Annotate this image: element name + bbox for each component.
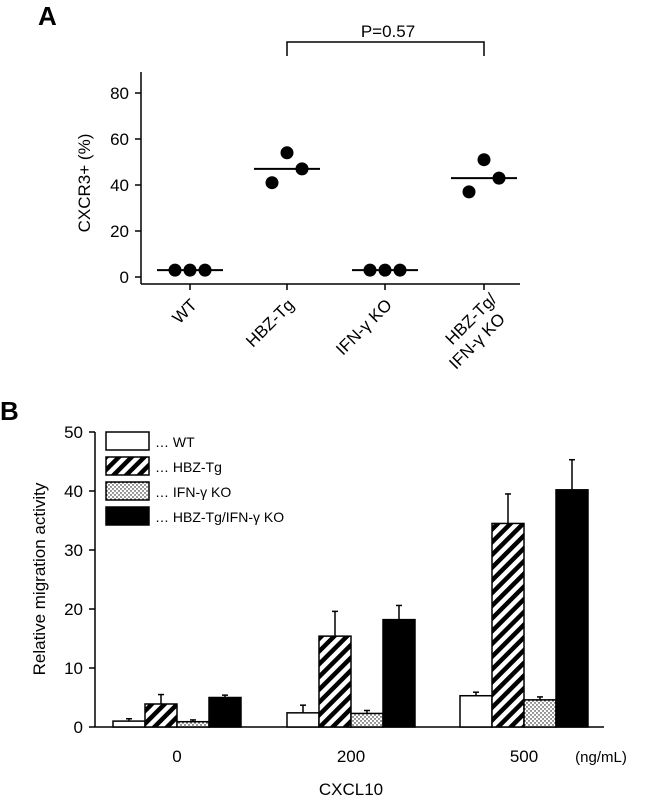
panel-b-x-axis-label: CXCL10: [319, 780, 383, 799]
panel-b-legend-swatch: [105, 506, 150, 526]
panel-b-y-tick-label: 0: [74, 718, 83, 737]
panel-b-unit-label: (ng/mL): [575, 749, 627, 766]
panel-b-y-tick-label: 10: [64, 659, 83, 678]
panel-a-x-tick-label-line: IFN-γ KO: [332, 295, 396, 359]
panel-a-x-tick-label: WT: [169, 295, 201, 327]
panel-b-bar: [286, 712, 320, 728]
panel-b-bar: [491, 522, 525, 728]
panel-b-y-axis-label: Relative migration activity: [30, 482, 49, 675]
panel-b-legend-swatch: [105, 481, 150, 501]
panel-b-legend-label: … HBZ-Tg: [155, 459, 222, 475]
panel-a-y-axis-label: CXCR3+ (%): [75, 134, 94, 233]
panel-a-y-tick-label: 60: [110, 130, 129, 149]
panel-a-data-point: [280, 146, 294, 160]
panel-a-p-value: P=0.57: [361, 22, 415, 41]
panel-a-y-tick-label: 0: [120, 268, 129, 287]
panel-b-bar: [350, 712, 384, 728]
panel-b-legend-label: … WT: [155, 434, 195, 450]
panel-b-bar: [176, 720, 210, 728]
panel-b-x-tick-label: 0: [172, 747, 181, 766]
panel-b-legend-swatch: [105, 431, 150, 451]
panel-b-bar: [144, 703, 178, 728]
panel-b-legend-label: … IFN-γ KO: [155, 484, 231, 500]
panel-b-bar: [318, 635, 352, 728]
panel-b-legend-label: … HBZ-Tg/IFN-γ KO: [155, 509, 284, 525]
panel-b-bar: [555, 489, 589, 728]
panel-b-bar: [208, 696, 242, 728]
panel-a-x-tick-label-line: HBZ-Tg: [242, 295, 298, 351]
panel-b-x-tick-label: 500: [510, 747, 538, 766]
panel-a-x-tick-label: IFN-γ KO: [332, 295, 396, 359]
panel-b-bar: [523, 699, 557, 728]
panel-a-y-tick-label: 80: [110, 84, 129, 103]
panel-a-label: A: [38, 1, 57, 31]
panel-a-x-tick-label: HBZ-Tg/IFN-γ KO: [431, 290, 515, 374]
panel-b-label: B: [0, 396, 19, 426]
panel-a-plot: 0 20 40 60 80 WT HBZ-Tg IFN-γ KO HBZ-Tg/IFN-γ KO: [110, 41, 520, 374]
panel-b-x-tick-label: 200: [337, 747, 365, 766]
panel-b-bar: [459, 694, 493, 728]
panel-a-data-point: [462, 185, 476, 199]
panel-a-significance-bracket: [286, 41, 485, 56]
panel-b-legend-swatch: [105, 456, 150, 476]
panel-b-y-tick-label: 30: [64, 541, 83, 560]
panel-b-bar: [382, 618, 416, 728]
panel-b-y-tick-label: 40: [64, 482, 83, 501]
panel-a-x-tick-label: HBZ-Tg: [242, 295, 298, 351]
panel-b-y-tick-label: 20: [64, 600, 83, 619]
panel-b-y-tick-label: 50: [64, 423, 83, 442]
panel-a-y-tick-label: 40: [110, 176, 129, 195]
panel-b-bar: [112, 720, 146, 728]
panel-a-data-point: [265, 176, 279, 190]
panel-a-y-tick-label: 20: [110, 222, 129, 241]
panel-a-x-tick-label-line: WT: [169, 295, 201, 327]
panel-a-data-point: [477, 153, 491, 167]
